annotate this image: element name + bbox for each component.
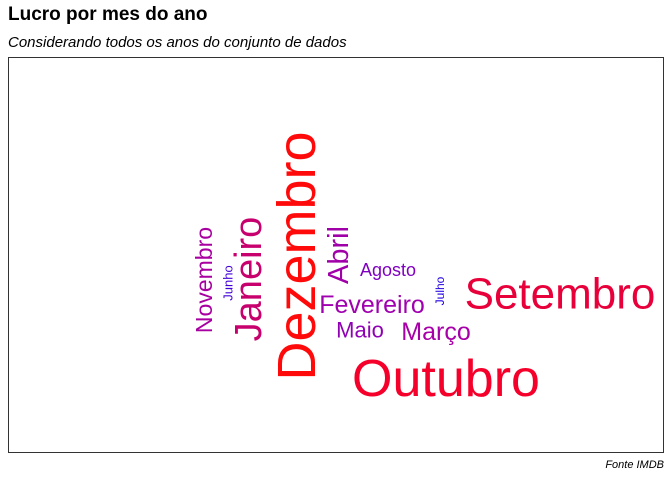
word-junho: Junho [221,265,236,300]
word-dezembro: Dezembro [267,131,327,380]
word-marco: Março [401,318,470,346]
word-novembro: Novembro [191,227,217,333]
word-abril: Abril [323,226,355,284]
word-outubro: Outubro [352,350,540,408]
word-julho: Julho [433,276,447,305]
word-maio: Maio [336,318,384,343]
source-caption: Fonte IMDB [605,459,664,471]
word-fevereiro: Fevereiro [319,291,425,319]
chart-subtitle: Considerando todos os anos do conjunto d… [8,34,347,51]
wordcloud-panel: Dezembro Outubro Setembro Janeiro Abril Novem… [8,57,664,453]
wordcloud-svg: Dezembro Outubro Setembro Janeiro Abril Novem… [191,131,656,408]
chart-title: Lucro por mes do ano [8,4,208,25]
word-agosto: Agosto [360,260,416,280]
word-setembro: Setembro [465,270,656,319]
word-janeiro: Janeiro [228,217,270,342]
